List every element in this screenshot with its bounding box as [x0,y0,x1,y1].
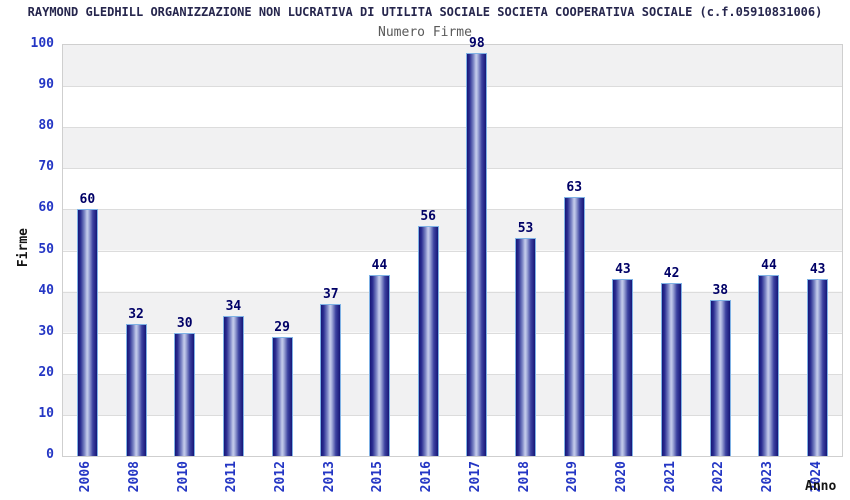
y-tick-label: 20 [38,364,54,380]
bar-value-label: 60 [79,192,96,207]
bar-2021 [661,283,683,456]
bar-2024 [807,279,829,456]
bar-2015 [368,275,390,456]
x-tick-label-2017: 2017 [467,461,483,493]
x-tick-label-2013: 2013 [321,461,337,493]
gridline [63,250,842,252]
bar-value-label: 43 [615,262,631,277]
x-tick-label-2019: 2019 [565,461,581,493]
x-tick-label-2022: 2022 [711,461,727,493]
gridline [63,168,842,170]
gridline [63,209,842,211]
bar-2008 [125,324,147,456]
x-tick-label-2023: 2023 [759,461,775,493]
bar-value-label: 30 [176,316,193,331]
bar-value-label: 44 [761,258,777,273]
x-tick-label-2008: 2008 [127,461,143,493]
gridline [63,332,842,334]
bar-value-label: 44 [371,258,388,273]
bar-value-label: 29 [274,320,290,335]
x-tick-label-2006: 2006 [78,461,94,493]
bar-value-label: 98 [469,36,485,51]
gridline [63,86,842,88]
y-tick-label: 60 [38,200,54,216]
bar-2013 [320,304,342,456]
y-tick-label: 80 [38,118,54,134]
gridline [63,373,842,375]
x-tick-label-2016: 2016 [419,461,435,493]
bar-value-label: 43 [809,262,826,277]
bar-2020 [612,279,634,456]
x-tick-label-2012: 2012 [273,461,289,493]
chart-title: RAYMOND GLEDHILL ORGANIZZAZIONE NON LUCR… [27,5,823,19]
bar-2019 [563,197,585,456]
x-axis: 2006 2008 2010 2011 2012 2013 2015 2016 2017 2018… [62,461,841,500]
y-tick-label: 40 [38,282,54,298]
bar-value-label: 56 [420,209,436,224]
bar-2017 [466,53,488,456]
x-axis-title: Anno [805,479,837,494]
bar-value-label: 37 [322,287,339,302]
bar-value-label: 53 [517,221,534,236]
chart-subtitle: Numero Firme [378,25,472,40]
bar-2010 [174,333,196,456]
x-tick-label-2010: 2010 [175,461,191,493]
plot-area: 60 32 30 34 29 37 44 56 98 53 63 43 42 38 44 43 [62,37,843,457]
bar-2006 [76,209,98,456]
y-tick-label: 10 [38,405,54,421]
bar-value-label: 32 [128,307,144,322]
y-tick-label: 70 [38,159,54,175]
x-tick-label-2020: 2020 [613,461,629,493]
gridline [63,127,842,129]
y-tick-label: 30 [38,323,54,339]
y-axis: 0 10 20 30 40 50 60 70 80 90 100 [0,36,54,462]
bar-value-label: 38 [712,283,729,298]
x-tick-label-2015: 2015 [370,461,386,493]
bar-2011 [222,316,244,456]
x-tick-label-2021: 2021 [662,461,678,493]
bar-value-label: 63 [566,180,583,195]
bar-2012 [271,337,293,456]
bar-value-label: 42 [663,266,680,281]
x-tick-label-2018: 2018 [516,461,532,493]
x-tick-label-2011: 2011 [224,461,240,493]
y-tick-label: 0 [46,447,54,462]
bar-value-label: 34 [225,299,242,314]
y-tick-label: 90 [38,77,54,93]
bar-2022 [709,300,731,456]
gridline [63,414,842,416]
y-tick-label: 50 [38,241,54,257]
gridline [63,291,842,293]
bar-2016 [417,226,439,456]
bar-2018 [515,238,537,456]
bar-2023 [758,275,780,456]
y-tick-label: 100 [30,36,54,51]
